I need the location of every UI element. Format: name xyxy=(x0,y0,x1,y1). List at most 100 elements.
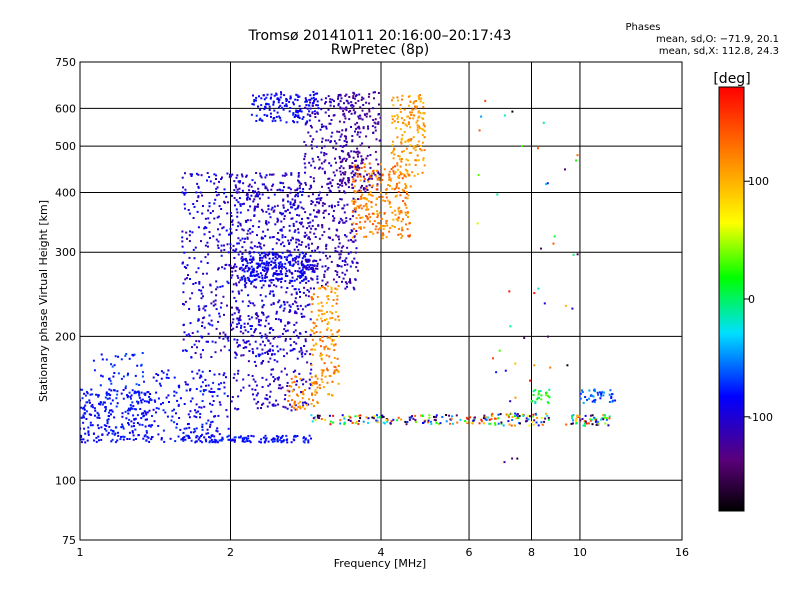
data-point xyxy=(182,338,185,341)
data-point xyxy=(189,388,192,391)
data-point xyxy=(316,377,319,380)
data-point xyxy=(408,152,411,154)
data-point xyxy=(316,416,319,419)
data-point xyxy=(199,413,202,415)
data-point xyxy=(341,160,344,163)
data-point xyxy=(200,385,203,388)
data-point xyxy=(305,245,307,248)
data-point xyxy=(233,296,236,299)
data-point xyxy=(298,105,301,108)
data-point xyxy=(342,177,345,180)
data-point xyxy=(315,391,318,394)
data-point xyxy=(306,267,309,269)
data-point xyxy=(358,135,361,138)
data-point xyxy=(406,191,408,194)
data-point xyxy=(101,358,104,361)
data-point xyxy=(313,232,316,235)
data-point xyxy=(319,331,322,334)
data-point xyxy=(339,170,342,173)
data-point xyxy=(100,426,103,429)
data-point xyxy=(421,171,424,174)
data-point xyxy=(396,168,399,171)
data-point xyxy=(132,414,135,417)
data-point xyxy=(370,201,373,204)
data-point xyxy=(289,262,292,265)
data-point xyxy=(141,352,144,354)
data-point xyxy=(145,431,148,434)
data-point xyxy=(308,98,311,101)
data-point xyxy=(404,168,407,171)
data-point xyxy=(404,123,407,126)
data-point xyxy=(383,225,386,228)
data-point xyxy=(264,279,267,282)
data-point xyxy=(407,139,410,141)
data-point xyxy=(272,368,274,371)
data-point xyxy=(261,277,264,279)
data-point xyxy=(353,257,356,260)
data-point xyxy=(414,149,417,152)
data-point xyxy=(303,345,306,347)
data-point xyxy=(356,190,359,193)
data-point xyxy=(293,439,296,442)
data-point xyxy=(459,418,462,421)
data-point xyxy=(352,200,355,203)
data-point xyxy=(391,140,394,143)
data-point xyxy=(80,388,82,391)
data-point xyxy=(261,259,264,262)
data-point xyxy=(289,188,292,191)
data-point xyxy=(352,197,355,200)
data-point xyxy=(86,392,89,395)
data-point xyxy=(207,209,210,212)
data-point xyxy=(358,166,361,169)
data-point xyxy=(509,400,512,403)
data-point xyxy=(398,177,401,180)
data-point xyxy=(318,309,321,312)
data-point xyxy=(171,415,174,418)
data-point xyxy=(302,252,305,255)
data-point xyxy=(337,330,340,332)
data-point xyxy=(310,97,313,100)
data-point xyxy=(141,398,144,401)
data-point xyxy=(304,278,307,281)
data-point xyxy=(294,310,297,313)
data-point xyxy=(203,305,206,308)
data-point xyxy=(400,137,403,140)
data-point xyxy=(255,114,258,117)
data-point xyxy=(334,148,337,151)
data-point xyxy=(254,388,257,391)
data-point xyxy=(291,285,294,288)
data-point xyxy=(373,415,376,417)
data-point xyxy=(220,349,222,352)
data-point xyxy=(309,318,312,321)
data-point xyxy=(215,194,218,197)
data-point xyxy=(349,251,352,254)
data-point xyxy=(500,421,503,424)
data-point xyxy=(271,185,274,188)
data-point xyxy=(423,164,426,167)
data-point xyxy=(246,198,249,201)
data-point xyxy=(290,173,293,176)
data-point xyxy=(268,395,271,398)
data-point xyxy=(235,326,238,328)
data-point xyxy=(262,312,265,314)
data-point xyxy=(345,269,348,272)
data-point xyxy=(291,303,294,306)
data-point xyxy=(176,423,178,426)
data-point xyxy=(269,390,272,393)
data-point xyxy=(273,193,276,196)
data-point xyxy=(90,413,93,416)
data-point xyxy=(273,109,276,112)
data-point xyxy=(392,96,395,99)
data-point xyxy=(255,273,258,276)
data-point xyxy=(285,173,288,176)
data-point xyxy=(340,246,343,249)
data-point xyxy=(115,405,118,408)
data-point xyxy=(343,204,346,207)
data-point xyxy=(337,186,340,189)
data-point xyxy=(303,162,306,165)
data-point xyxy=(545,392,547,394)
data-point xyxy=(281,267,283,270)
data-point xyxy=(284,406,287,409)
data-point xyxy=(365,208,368,211)
